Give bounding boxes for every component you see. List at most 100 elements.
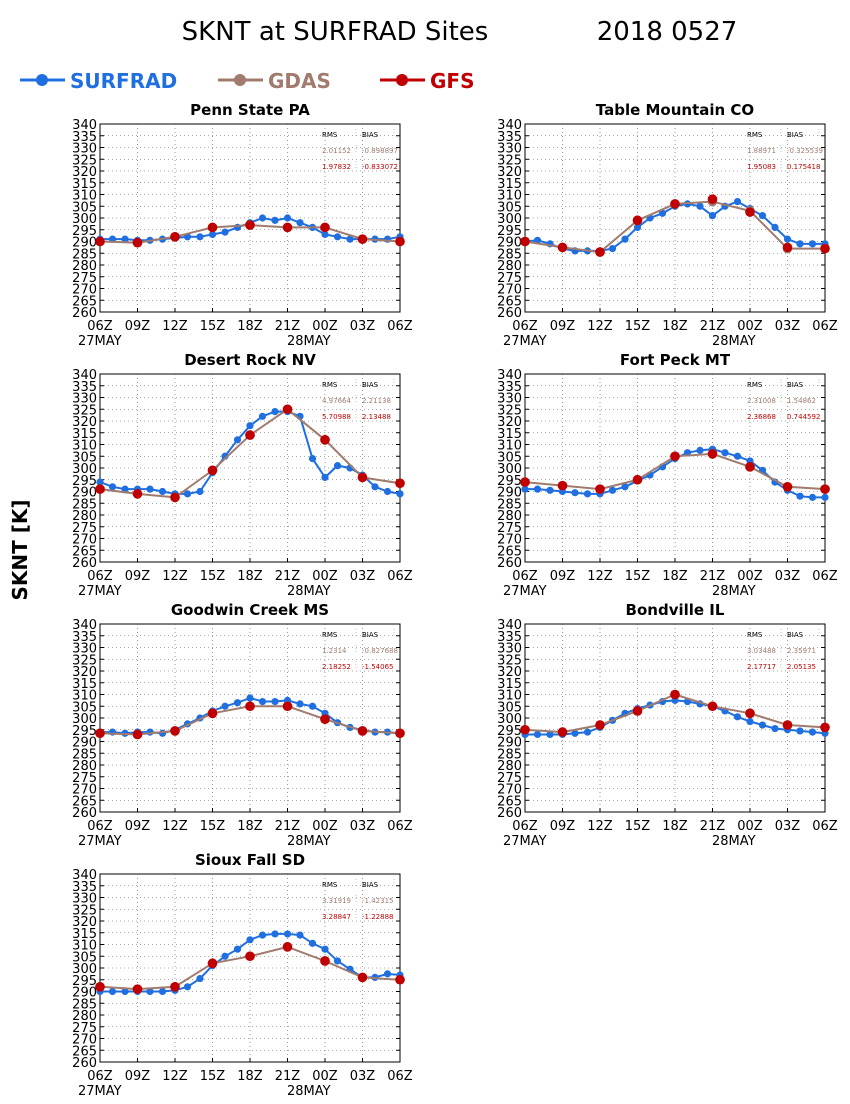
point-surfrad (258, 931, 267, 939)
point-surfrad (658, 209, 667, 217)
point-gfs (595, 484, 605, 494)
y-tick-label: 265 (497, 294, 522, 309)
x-tick-label: 06Z (512, 319, 538, 334)
x-tick-label: 15Z (625, 319, 651, 334)
y-tick-label: 260 (72, 556, 97, 571)
x-tick-label: 18Z (237, 569, 263, 584)
y-tick-label: 300 (72, 712, 97, 727)
point-gfs (632, 215, 643, 226)
point-gfs (670, 199, 680, 209)
point-gfs (320, 222, 330, 233)
y-tick-label: 280 (72, 759, 97, 774)
y-tick-label: 275 (497, 521, 522, 536)
y-tick-label: 280 (497, 509, 522, 524)
point-surfrad (533, 236, 542, 244)
point-gfs (820, 722, 830, 733)
x-tick-label: 12Z (162, 1069, 188, 1084)
y-tick-label: 285 (497, 497, 522, 512)
stats-gdas-bias: 2.21138 (362, 397, 391, 405)
stats-gdas-rms: 2.01152 (322, 147, 351, 155)
point-surfrad (258, 214, 267, 222)
x-date-label: 28MAY (287, 334, 331, 349)
stats-bias-header: BIAS (362, 881, 379, 889)
y-tick-label: 280 (497, 759, 522, 774)
y-tick-label: 285 (72, 247, 97, 262)
point-gfs (207, 958, 218, 969)
stats-rms-header: RMS (322, 631, 338, 639)
x-date-label: 28MAY (287, 584, 331, 599)
y-tick-label: 320 (497, 165, 522, 180)
x-tick-label: 00Z (737, 819, 763, 834)
point-surfrad (321, 945, 329, 953)
point-surfrad (121, 235, 129, 243)
x-tick-label: 06Z (387, 319, 413, 334)
panel-title: Sioux Fall SD (195, 851, 305, 869)
point-gfs (357, 972, 368, 983)
point-surfrad (233, 699, 242, 707)
point-gfs (132, 489, 143, 499)
panel-title: Fort Peck MT (620, 351, 731, 369)
y-tick-label: 335 (72, 630, 97, 645)
point-gfs (95, 982, 105, 992)
panel-5: Goodwin Creek MS 260265270275280285290295… (72, 601, 413, 849)
y-tick-label: 275 (72, 771, 97, 786)
y-tick-label: 265 (72, 1044, 97, 1059)
series-gfs (520, 449, 830, 494)
x-tick-label: 09Z (550, 819, 576, 834)
panel-1: Penn State PA 260265270275280285290295300… (72, 101, 413, 349)
y-tick-label: 305 (72, 700, 97, 715)
panel-title: Table Mountain CO (596, 101, 754, 119)
y-tick-label: 260 (72, 806, 97, 821)
stats-gdas-rms: 2.31008 (747, 397, 776, 405)
panel-7: Sioux Fall SD 260265270275280285290295300… (72, 851, 413, 1099)
y-tick-label: 315 (497, 427, 522, 442)
y-tick-label: 265 (72, 544, 97, 559)
point-gfs (707, 701, 718, 712)
y-tick-label: 335 (497, 630, 522, 645)
y-tick-label: 275 (72, 1021, 97, 1036)
y-tick-label: 340 (72, 868, 97, 883)
point-surfrad (121, 485, 129, 493)
y-tick-label: 285 (497, 747, 522, 762)
figure-date: 2018 0527 (597, 17, 738, 47)
x-tick-label: 09Z (550, 569, 576, 584)
point-surfrad (271, 697, 279, 706)
point-gfs (170, 982, 180, 992)
y-tick-label: 310 (72, 939, 97, 954)
stats-rms-header: RMS (322, 881, 338, 889)
y-tick-label: 260 (497, 556, 522, 571)
point-surfrad (796, 492, 804, 500)
y-tick-label: 305 (72, 200, 97, 215)
y-tick-label: 300 (72, 962, 97, 977)
series-gfs (95, 404, 405, 503)
point-surfrad (233, 945, 242, 953)
x-tick-label: 21Z (275, 569, 301, 584)
y-tick-label: 325 (497, 153, 522, 168)
series-gfs (520, 194, 830, 257)
stats-gfs-bias: -1.54065 (362, 663, 393, 671)
y-tick-label: 295 (497, 224, 522, 239)
stats-gdas-bias: -0.325539 (787, 147, 823, 155)
x-tick-label: 03Z (350, 819, 376, 834)
panel-title: Desert Rock NV (184, 351, 316, 369)
y-tick-label: 280 (72, 259, 97, 274)
y-tick-label: 290 (497, 486, 522, 501)
point-gfs (170, 492, 180, 503)
stats-gfs-bias: 2.05135 (787, 663, 816, 671)
stats-gfs-bias: -0.833072 (362, 163, 398, 171)
y-tick-label: 270 (72, 783, 97, 798)
point-gfs (595, 247, 605, 257)
point-surfrad (808, 240, 817, 248)
x-tick-label: 09Z (125, 569, 151, 584)
x-date-label: 28MAY (287, 834, 331, 849)
point-surfrad (308, 939, 317, 947)
point-surfrad (371, 483, 379, 491)
y-tick-label: 285 (72, 997, 97, 1012)
y-tick-label: 315 (497, 177, 522, 192)
stats-gfs-rms: 2.18252 (322, 663, 351, 671)
y-tick-label: 330 (72, 892, 97, 907)
x-date-label: 28MAY (712, 334, 756, 349)
point-gfs (395, 478, 405, 489)
point-surfrad (571, 489, 579, 497)
figure-title: SKNT at SURFRAD Sites (182, 17, 489, 47)
